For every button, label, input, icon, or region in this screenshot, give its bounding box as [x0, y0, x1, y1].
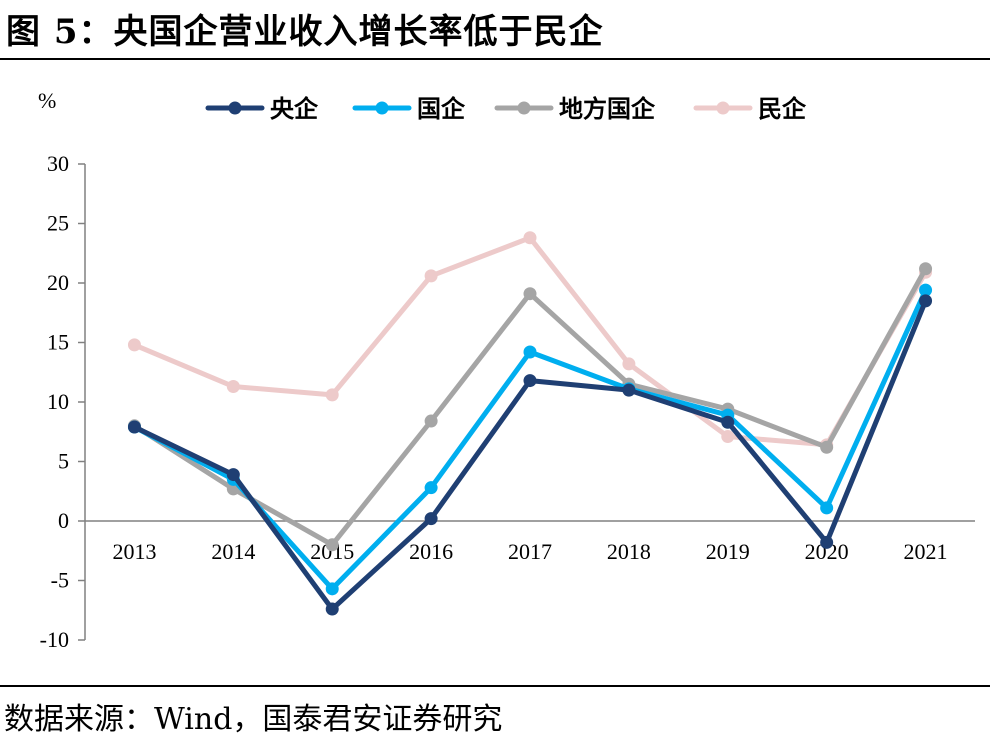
legend-item: 国企 — [352, 95, 466, 123]
data-point — [721, 430, 735, 444]
y-tick-label: -10 — [40, 627, 69, 652]
data-point — [424, 269, 438, 283]
data-point — [622, 357, 636, 371]
data-point — [226, 380, 240, 394]
data-point — [325, 602, 339, 616]
legend-swatch-marker — [716, 101, 730, 115]
series-民企 — [127, 231, 933, 452]
data-point — [325, 582, 339, 596]
data-point — [325, 538, 339, 552]
data-point — [325, 388, 339, 402]
data-point — [721, 415, 735, 429]
legend-item: 地方国企 — [494, 95, 656, 123]
data-point — [919, 283, 933, 297]
y-tick-label: -5 — [51, 568, 69, 593]
chart-legend: 央企 国企 地方国企 民企 — [205, 95, 807, 123]
x-tick-label: 2016 — [409, 539, 453, 564]
data-point — [424, 414, 438, 428]
y-tick-label: 5 — [58, 449, 69, 474]
data-point — [523, 345, 537, 359]
chart-series — [127, 231, 933, 616]
series-央企 — [127, 294, 933, 616]
x-tick-label: 2014 — [211, 539, 255, 564]
top-divider — [0, 58, 990, 60]
data-point — [820, 501, 834, 515]
data-source-note: 数据来源：Wind，国泰君安证券研究 — [4, 702, 503, 737]
data-point — [523, 374, 537, 388]
data-point — [919, 262, 933, 276]
x-tick-label: 2017 — [508, 539, 552, 564]
figure-title: 图 5：央国企营业收入增长率低于民企 — [6, 12, 604, 52]
legend-label: 国企 — [417, 95, 466, 123]
y-tick-label: 15 — [47, 330, 69, 355]
legend-label: 央企 — [270, 95, 319, 123]
y-tick-label: 0 — [58, 508, 69, 533]
data-point — [424, 481, 438, 495]
data-point — [820, 535, 834, 549]
data-point — [127, 338, 141, 352]
legend-label: 民企 — [758, 95, 807, 123]
data-point — [820, 440, 834, 454]
data-point — [919, 294, 933, 308]
data-point — [523, 287, 537, 301]
bottom-divider — [0, 685, 990, 687]
legend-swatch-marker — [228, 101, 242, 115]
legend-label: 地方国企 — [559, 95, 656, 123]
y-tick-label: 30 — [47, 151, 69, 176]
data-point — [424, 512, 438, 526]
data-point — [226, 468, 240, 482]
legend-item: 民企 — [693, 95, 807, 123]
y-tick-label: 25 — [47, 211, 69, 236]
y-tick-label: 20 — [47, 270, 69, 295]
legend-swatch-marker — [375, 101, 389, 115]
legend-swatch-marker — [517, 101, 531, 115]
x-tick-label: 2013 — [112, 539, 156, 564]
y-axis-unit-label: % — [38, 88, 56, 113]
series-line — [131, 235, 929, 448]
series-地方国企 — [127, 262, 933, 552]
x-tick-label: 2018 — [607, 539, 651, 564]
legend-item: 央企 — [205, 95, 319, 123]
data-point — [622, 383, 636, 397]
y-tick-label: 10 — [47, 389, 69, 414]
x-tick-label: 2021 — [904, 539, 948, 564]
x-tick-label: 2019 — [706, 539, 750, 564]
data-point — [127, 420, 141, 434]
data-point — [523, 231, 537, 245]
